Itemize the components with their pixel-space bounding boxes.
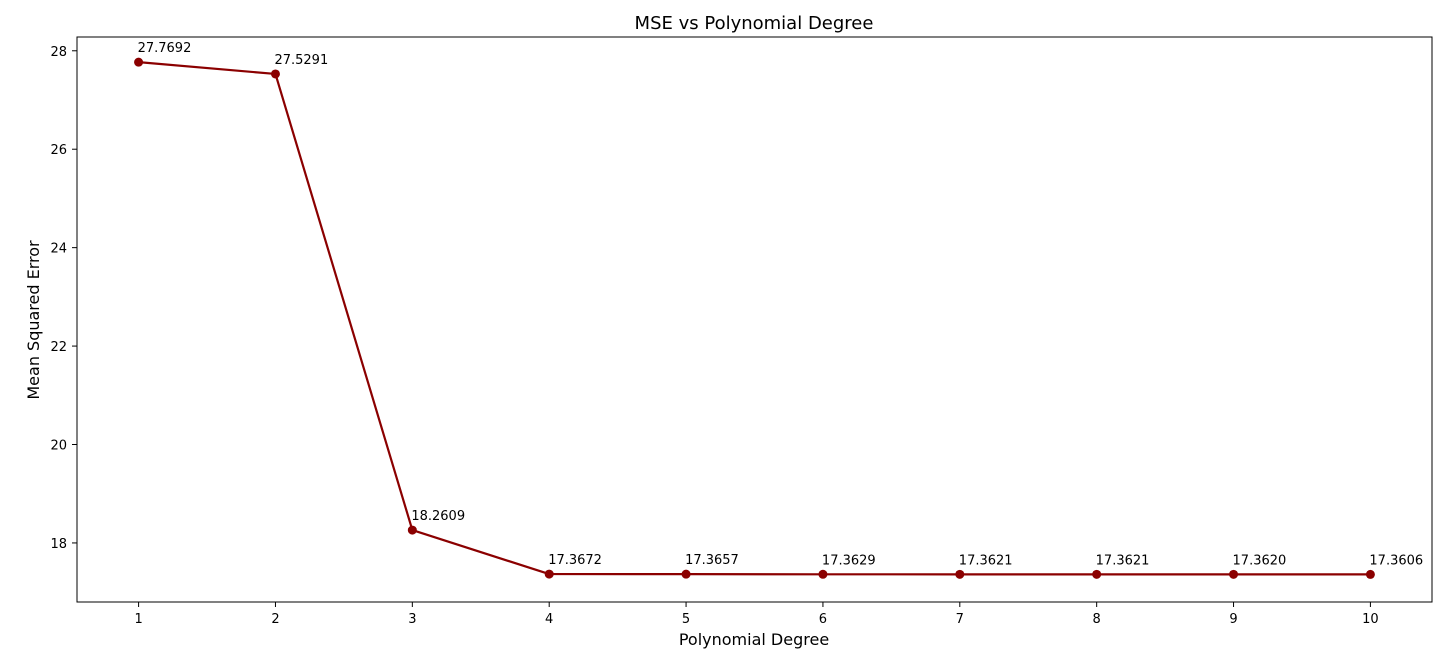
x-tick-label: 1 <box>134 612 142 627</box>
data-point <box>681 569 691 579</box>
y-tick-label: 26 <box>50 143 67 158</box>
data-label: 18.2609 <box>411 509 465 524</box>
data-point <box>407 525 417 535</box>
data-labels-group: 27.7692 27.5291 18.2609 17.3672 17.3657 17.36… <box>138 41 1424 568</box>
data-label: 17.3606 <box>1369 553 1423 568</box>
data-point <box>1092 569 1102 579</box>
x-tick-label: 10 <box>1362 612 1379 627</box>
y-tick-label: 22 <box>50 340 67 355</box>
data-label: 17.3629 <box>822 553 876 568</box>
x-axis-label: Polynomial Degree <box>679 630 829 649</box>
data-label: 27.5291 <box>274 53 328 68</box>
data-point <box>818 569 828 579</box>
data-point <box>1229 569 1239 579</box>
x-tick-label: 8 <box>1093 612 1101 627</box>
data-label: 17.3672 <box>548 553 602 568</box>
y-tick-label: 24 <box>50 242 67 257</box>
plot-frame <box>76 36 1433 603</box>
data-label: 17.3621 <box>959 553 1013 568</box>
y-tick-label: 18 <box>50 537 67 552</box>
data-label: 17.3620 <box>1233 553 1287 568</box>
y-tick-label: 28 <box>50 45 67 60</box>
x-tick-label: 4 <box>545 612 553 627</box>
plot-group <box>134 57 1375 579</box>
data-point <box>270 69 280 79</box>
data-label: 27.7692 <box>138 41 192 56</box>
data-point <box>134 57 144 67</box>
axes-group: 1 2 3 4 5 6 7 8 9 10 18 20 22 24 26 28 <box>50 45 1378 627</box>
x-tick-label: 3 <box>408 612 416 627</box>
x-tick-label: 5 <box>682 612 690 627</box>
x-tick-label: 2 <box>271 612 279 627</box>
data-point <box>544 569 554 579</box>
y-axis-label: Mean Squared Error <box>24 240 43 400</box>
chart-title: MSE vs Polynomial Degree <box>635 13 874 34</box>
y-tick-label: 20 <box>50 439 67 454</box>
data-point <box>955 569 965 579</box>
x-tick-label: 9 <box>1229 612 1237 627</box>
data-label: 17.3657 <box>685 553 739 568</box>
series-line <box>138 61 1371 576</box>
x-tick-label: 6 <box>819 612 827 627</box>
data-label: 17.3621 <box>1096 553 1150 568</box>
data-point <box>1365 569 1375 579</box>
x-tick-label: 7 <box>956 612 964 627</box>
